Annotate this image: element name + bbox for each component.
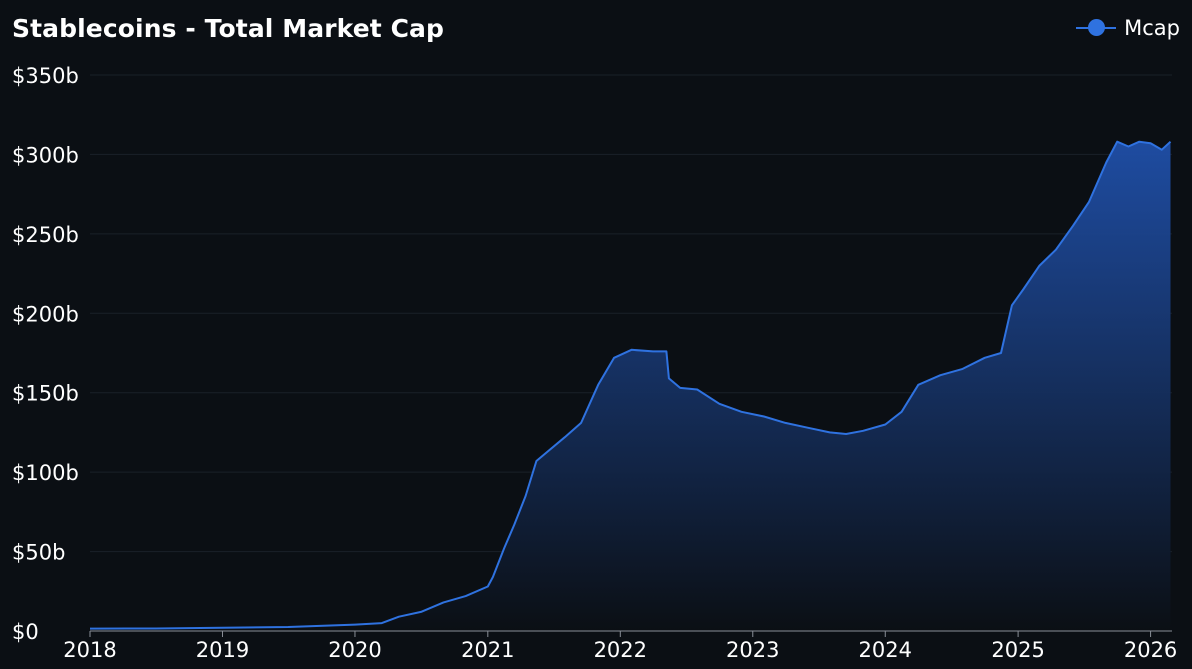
x-tick-label: 2019 — [196, 638, 249, 662]
mcap-line[interactable] — [89, 140, 1172, 630]
y-tick-label: $250b — [12, 223, 79, 247]
y-tick-label: $100b — [12, 461, 79, 485]
x-tick-label: 2022 — [594, 638, 647, 662]
legend-label: Mcap — [1124, 16, 1180, 40]
x-tick-label: 2024 — [859, 638, 912, 662]
y-axis: $0 $50b $100b $150b $200b $250b $300b $350b — [12, 64, 79, 644]
y-tick-label: $0 — [12, 620, 39, 644]
x-tick-label: 2018 — [63, 638, 116, 662]
legend-mcap[interactable]: Mcap — [1076, 16, 1180, 40]
legend-marker — [1076, 19, 1117, 36]
x-tick-label: 2026 — [1124, 638, 1177, 662]
y-tick-label: $50b — [12, 541, 65, 565]
legend-dot-icon — [1088, 19, 1106, 36]
mcap-area — [90, 141, 1171, 631]
y-tick-label: $300b — [12, 143, 79, 167]
x-tick-label: 2025 — [991, 638, 1044, 662]
x-axis: 2018 2019 2020 2021 2022 2023 2024 2025 2026 — [63, 631, 1177, 662]
y-tick-label: $200b — [12, 302, 79, 326]
x-tick-label: 2023 — [726, 638, 779, 662]
y-tick-label: $350b — [12, 64, 79, 88]
chart-title: Stablecoins - Total Market Cap — [12, 14, 445, 43]
x-tick-label: 2020 — [328, 638, 381, 662]
x-tick-label: 2021 — [461, 638, 514, 662]
y-tick-label: $150b — [12, 382, 79, 406]
